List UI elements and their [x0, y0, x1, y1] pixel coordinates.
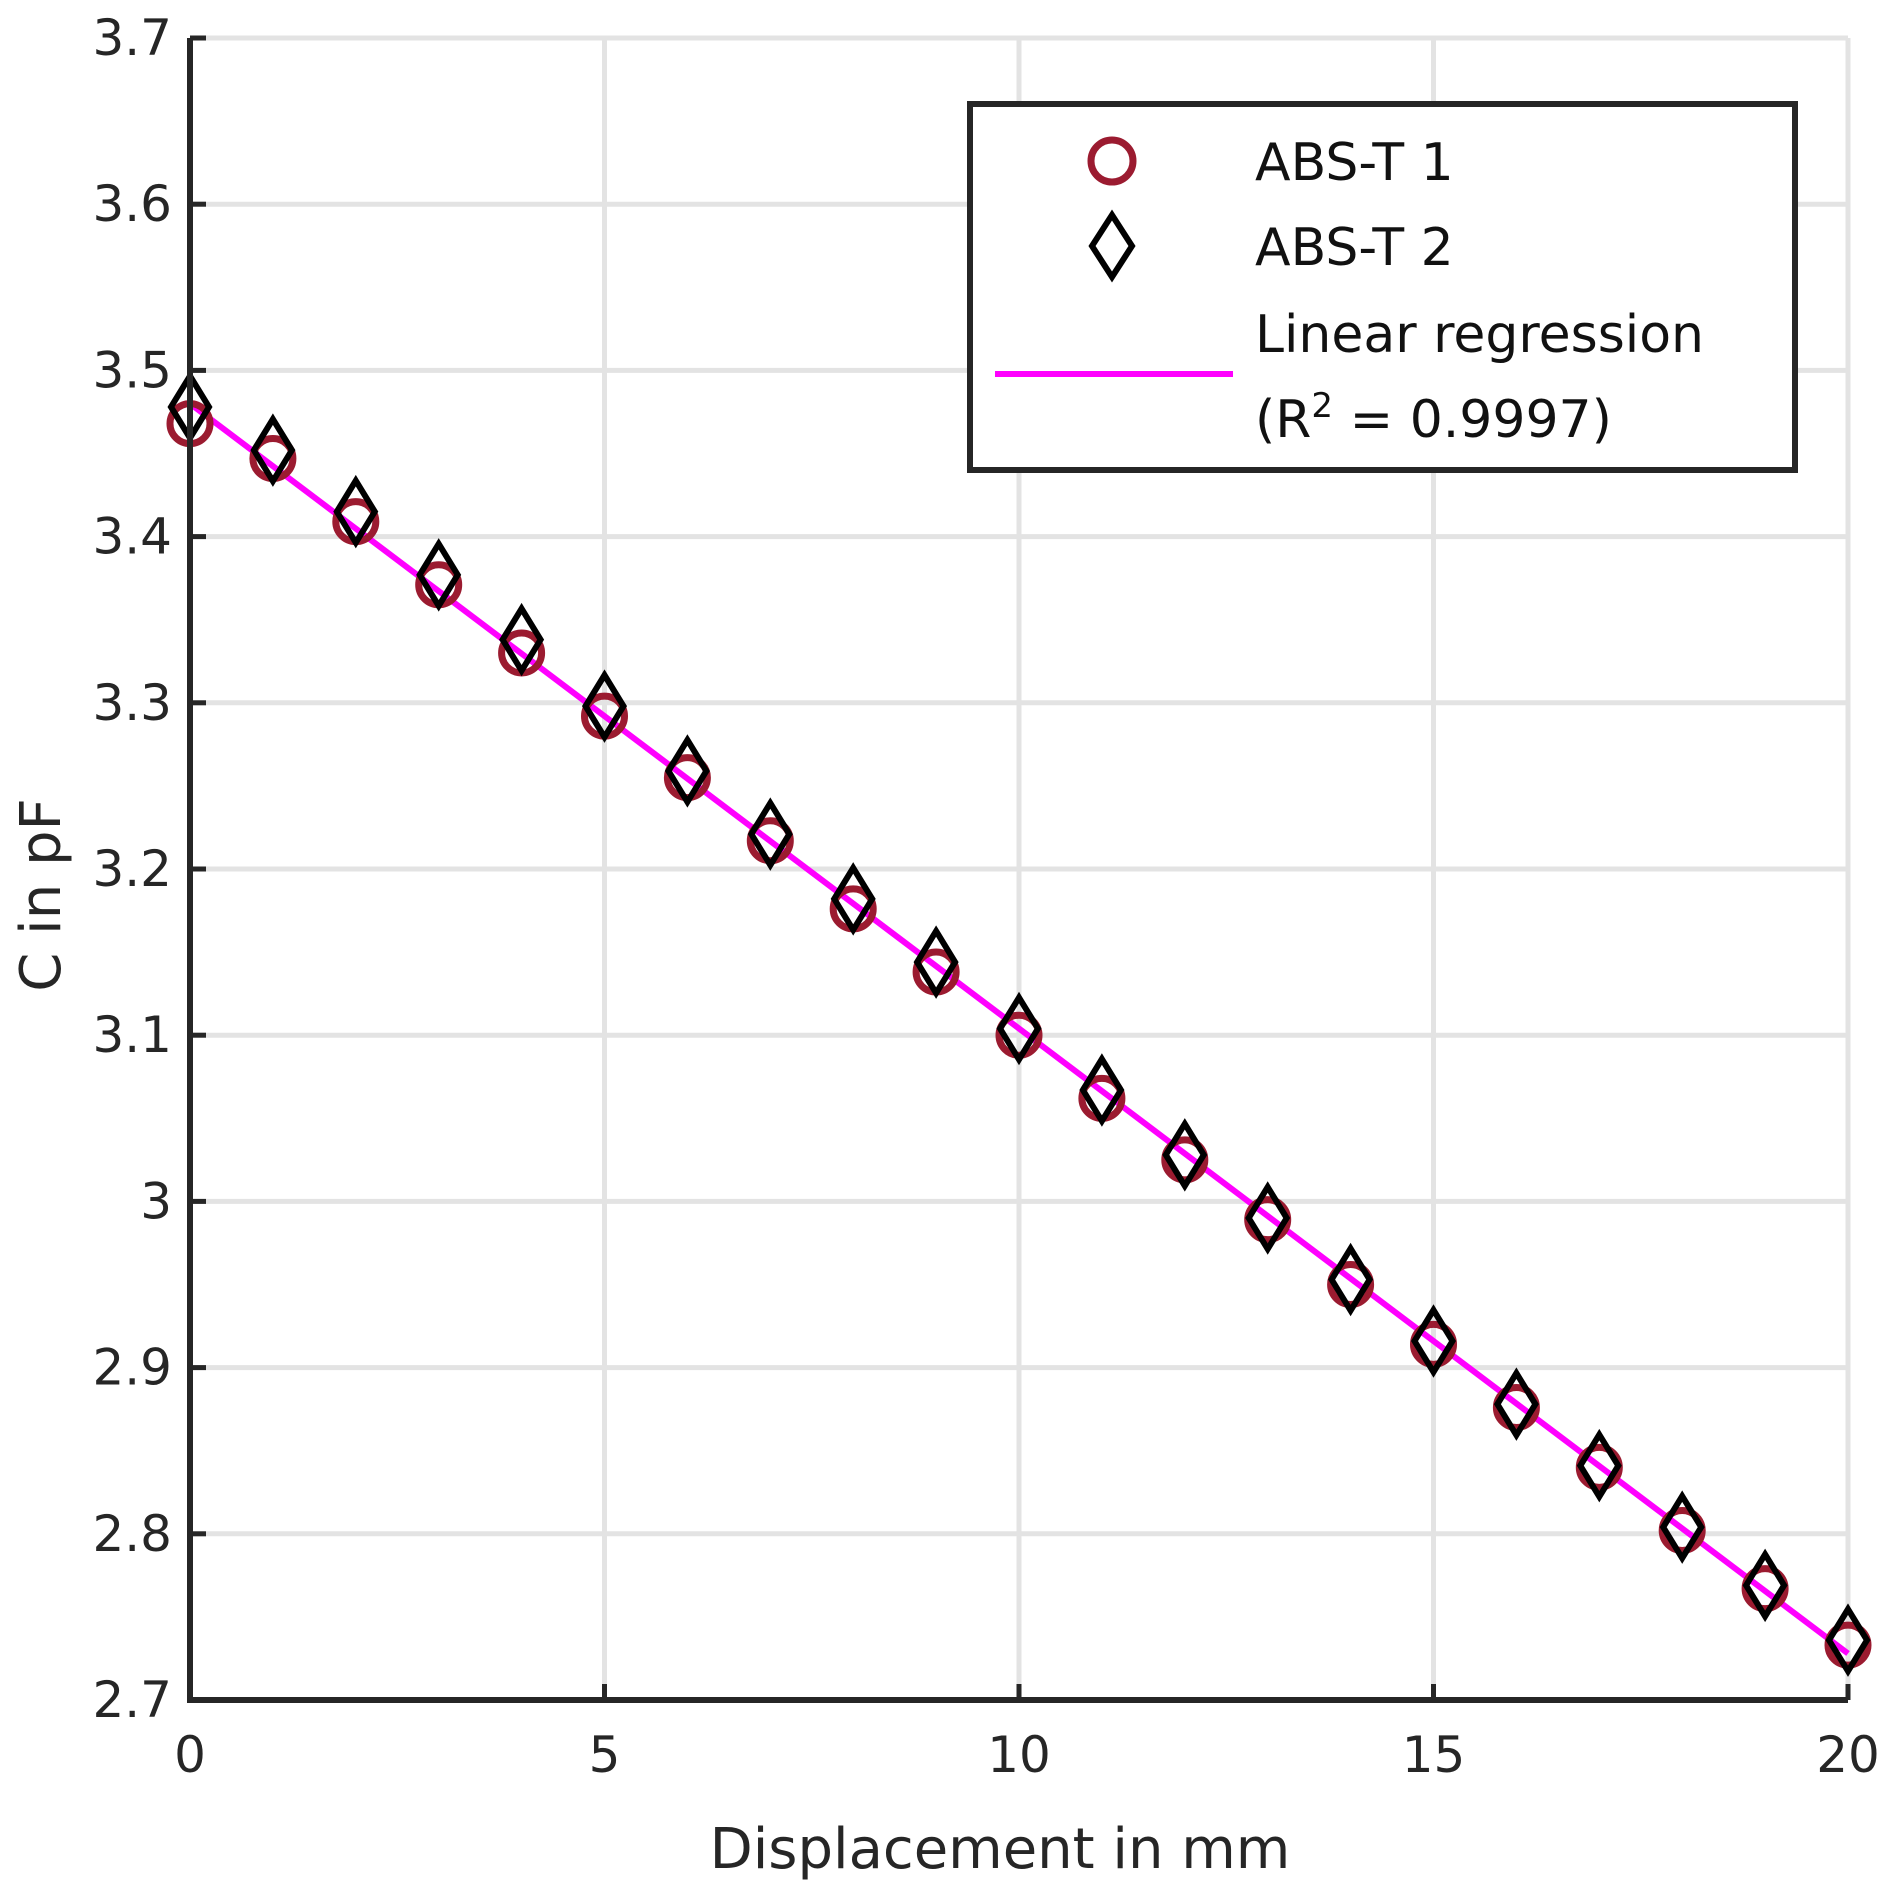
y-tick-label: 3.5: [92, 341, 172, 399]
marker-abs-t-2: [996, 991, 1042, 1066]
y-tick-label: 3.2: [92, 840, 172, 898]
legend-label-abs-t-1: ABS-T 1: [1255, 133, 1454, 193]
legend-box: [967, 101, 1798, 473]
marker-abs-t-2: [913, 925, 959, 999]
marker-abs-t-1: [1327, 1261, 1375, 1308]
x-tick-label: 15: [1402, 1726, 1466, 1784]
marker-abs-t-2: [1825, 1603, 1871, 1677]
marker-abs-t-2: [1659, 1490, 1705, 1564]
marker-abs-t-2: [1410, 1304, 1457, 1378]
regression-line: [188, 401, 1850, 1656]
x-axis-label: Displacement in mm: [710, 1817, 1291, 1882]
marker-abs-t-2: [1493, 1367, 1539, 1441]
marker-abs-t-2: [1576, 1428, 1622, 1503]
marker-abs-t-2: [499, 602, 545, 677]
y-tick-label: 2.7: [92, 1671, 172, 1729]
legend: ABS-T 1 ABS-T 2 Linear regression (R2 = …: [967, 101, 1798, 473]
legend-label-regression: Linear regression: [1255, 305, 1704, 365]
marker-abs-t-2: [581, 669, 628, 743]
marker-abs-t-2: [1742, 1548, 1788, 1623]
axes: [187, 35, 1851, 1703]
regression-layer: [188, 401, 1850, 1656]
axis-lines: [187, 38, 1848, 1703]
x-tick-label: 5: [589, 1726, 621, 1784]
legend-r2-superscript: 2: [1311, 386, 1333, 426]
legend-symbol-circle: [1087, 136, 1137, 186]
markers-layer: [166, 370, 1872, 1677]
y-tick-label: 2.9: [92, 1339, 172, 1397]
tick-labels: 0 5 10 15 20 2.7 2.8 2.9 3 3.1 3.2 3.3 3.4 3.5 3.6 3.7: [92, 9, 1879, 1784]
x-tick-label: 20: [1816, 1726, 1880, 1784]
y-tick-label: 3: [140, 1172, 172, 1230]
marker-abs-t-2: [250, 413, 296, 487]
marker-abs-t-2: [1162, 1118, 1208, 1192]
y-tick-label: 3.7: [92, 9, 172, 67]
x-tick-label: 10: [987, 1726, 1051, 1784]
marker-abs-t-2: [830, 862, 876, 936]
y-tick-label: 3.1: [92, 1006, 172, 1064]
y-tick-label: 3.6: [92, 175, 172, 233]
marker-abs-t-1: [1824, 1621, 1872, 1669]
legend-label-abs-t-2: ABS-T 2: [1255, 218, 1454, 278]
marker-abs-t-2: [747, 797, 793, 871]
legend-r2-prefix: (R: [1255, 390, 1311, 450]
marker-abs-t-2: [664, 734, 710, 808]
legend-symbols: [995, 136, 1233, 377]
marker-abs-t-2: [1245, 1181, 1291, 1255]
legend-label-regression-r2: (R2 = 0.9997): [1255, 386, 1612, 450]
marker-abs-t-2: [1328, 1242, 1374, 1317]
y-tick-label: 2.8: [92, 1505, 172, 1563]
marker-abs-t-2: [416, 538, 462, 612]
y-axis-label: C in pF: [9, 798, 74, 992]
legend-symbol-diamond: [1088, 209, 1136, 283]
legend-r2-suffix: = 0.9997): [1333, 390, 1612, 450]
x-tick-label: 0: [174, 1726, 206, 1784]
y-tick-label: 3.4: [92, 508, 172, 566]
marker-abs-t-1: [1161, 1136, 1209, 1184]
marker-abs-t-2: [1079, 1053, 1125, 1127]
y-tick-label: 3.3: [92, 674, 172, 732]
marker-abs-t-2: [333, 474, 379, 549]
